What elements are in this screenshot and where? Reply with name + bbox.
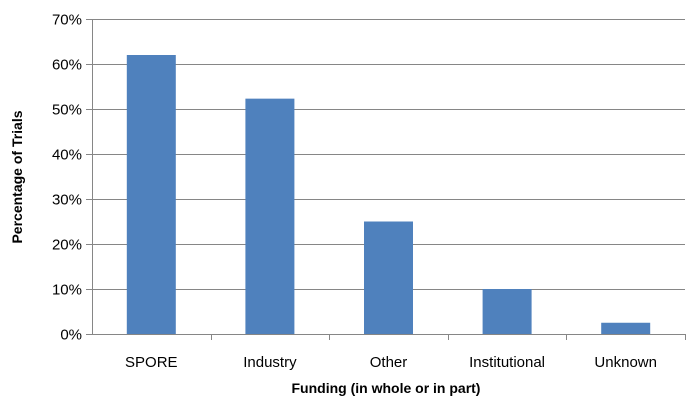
y-tick-label: 50% — [52, 102, 82, 119]
x-tick-label: Unknown — [594, 354, 657, 371]
bar-other — [364, 221, 413, 334]
x-tick-label: Institutional — [469, 354, 545, 371]
bar-spore — [126, 55, 176, 334]
y-tick-label: 0% — [60, 327, 82, 344]
x-tick-label: Industry — [243, 354, 297, 371]
y-tick-label: 40% — [52, 147, 82, 164]
x-tick-label: SPORE — [125, 354, 178, 371]
bar-institutional — [482, 289, 532, 334]
y-axis-title: Percentage of Trials — [9, 110, 25, 243]
y-tick-label: 20% — [52, 237, 82, 254]
x-tick-labels: SPORE Industry Other Institutional Unknown — [125, 354, 657, 371]
bar-industry — [245, 98, 295, 335]
y-tick-label: 10% — [52, 282, 82, 299]
y-tick-label: 30% — [52, 192, 82, 209]
bars — [126, 55, 651, 335]
y-tick-labels: 0% 10% 20% 30% 40% 50% 60% 70% — [52, 12, 82, 344]
x-tick-label: Other — [370, 354, 408, 371]
y-tick-label: 60% — [52, 57, 82, 74]
y-tick-label: 70% — [52, 12, 82, 29]
axes — [86, 19, 686, 340]
bar-unknown — [601, 322, 651, 334]
x-axis-title: Funding (in whole or in part) — [292, 380, 481, 396]
gridlines — [92, 19, 685, 290]
